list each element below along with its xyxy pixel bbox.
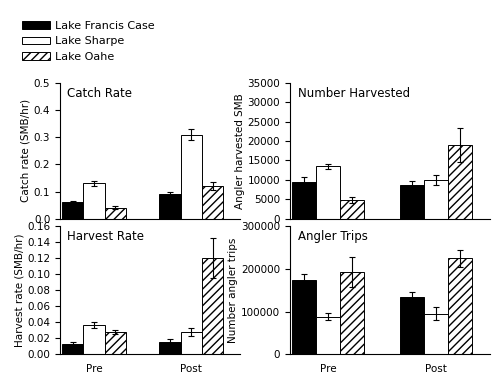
Text: Number Harvested: Number Harvested bbox=[298, 87, 410, 100]
Bar bbox=[424, 314, 448, 354]
Bar bbox=[316, 166, 340, 219]
Text: Harvest Rate: Harvest Rate bbox=[67, 230, 144, 243]
Bar bbox=[202, 186, 224, 219]
Bar bbox=[159, 342, 180, 354]
Bar bbox=[292, 182, 316, 219]
Bar bbox=[84, 325, 105, 354]
Bar bbox=[292, 280, 316, 354]
Y-axis label: Harvest rate (SMB/hr): Harvest rate (SMB/hr) bbox=[14, 233, 24, 347]
Bar bbox=[400, 297, 424, 354]
Bar bbox=[105, 332, 126, 354]
Bar bbox=[180, 332, 202, 354]
Y-axis label: Catch rate (SMB/hr): Catch rate (SMB/hr) bbox=[21, 99, 31, 202]
Bar bbox=[340, 200, 363, 219]
Bar bbox=[448, 145, 471, 219]
Bar bbox=[84, 183, 105, 219]
Bar bbox=[62, 202, 84, 219]
Bar bbox=[180, 135, 202, 219]
Bar bbox=[316, 317, 340, 354]
Text: Catch Rate: Catch Rate bbox=[67, 87, 132, 100]
Y-axis label: Number angler trips: Number angler trips bbox=[228, 238, 238, 343]
Bar bbox=[400, 184, 424, 219]
Bar bbox=[340, 272, 363, 354]
Bar bbox=[202, 258, 224, 354]
Y-axis label: Angler harvested SMB: Angler harvested SMB bbox=[235, 93, 245, 209]
Legend: Lake Francis Case, Lake Sharpe, Lake Oahe: Lake Francis Case, Lake Sharpe, Lake Oah… bbox=[18, 17, 160, 66]
Bar bbox=[424, 180, 448, 219]
Bar bbox=[448, 258, 471, 354]
Text: Angler Trips: Angler Trips bbox=[298, 230, 368, 243]
Bar bbox=[62, 344, 84, 354]
Bar bbox=[159, 194, 180, 219]
Bar bbox=[105, 208, 126, 219]
